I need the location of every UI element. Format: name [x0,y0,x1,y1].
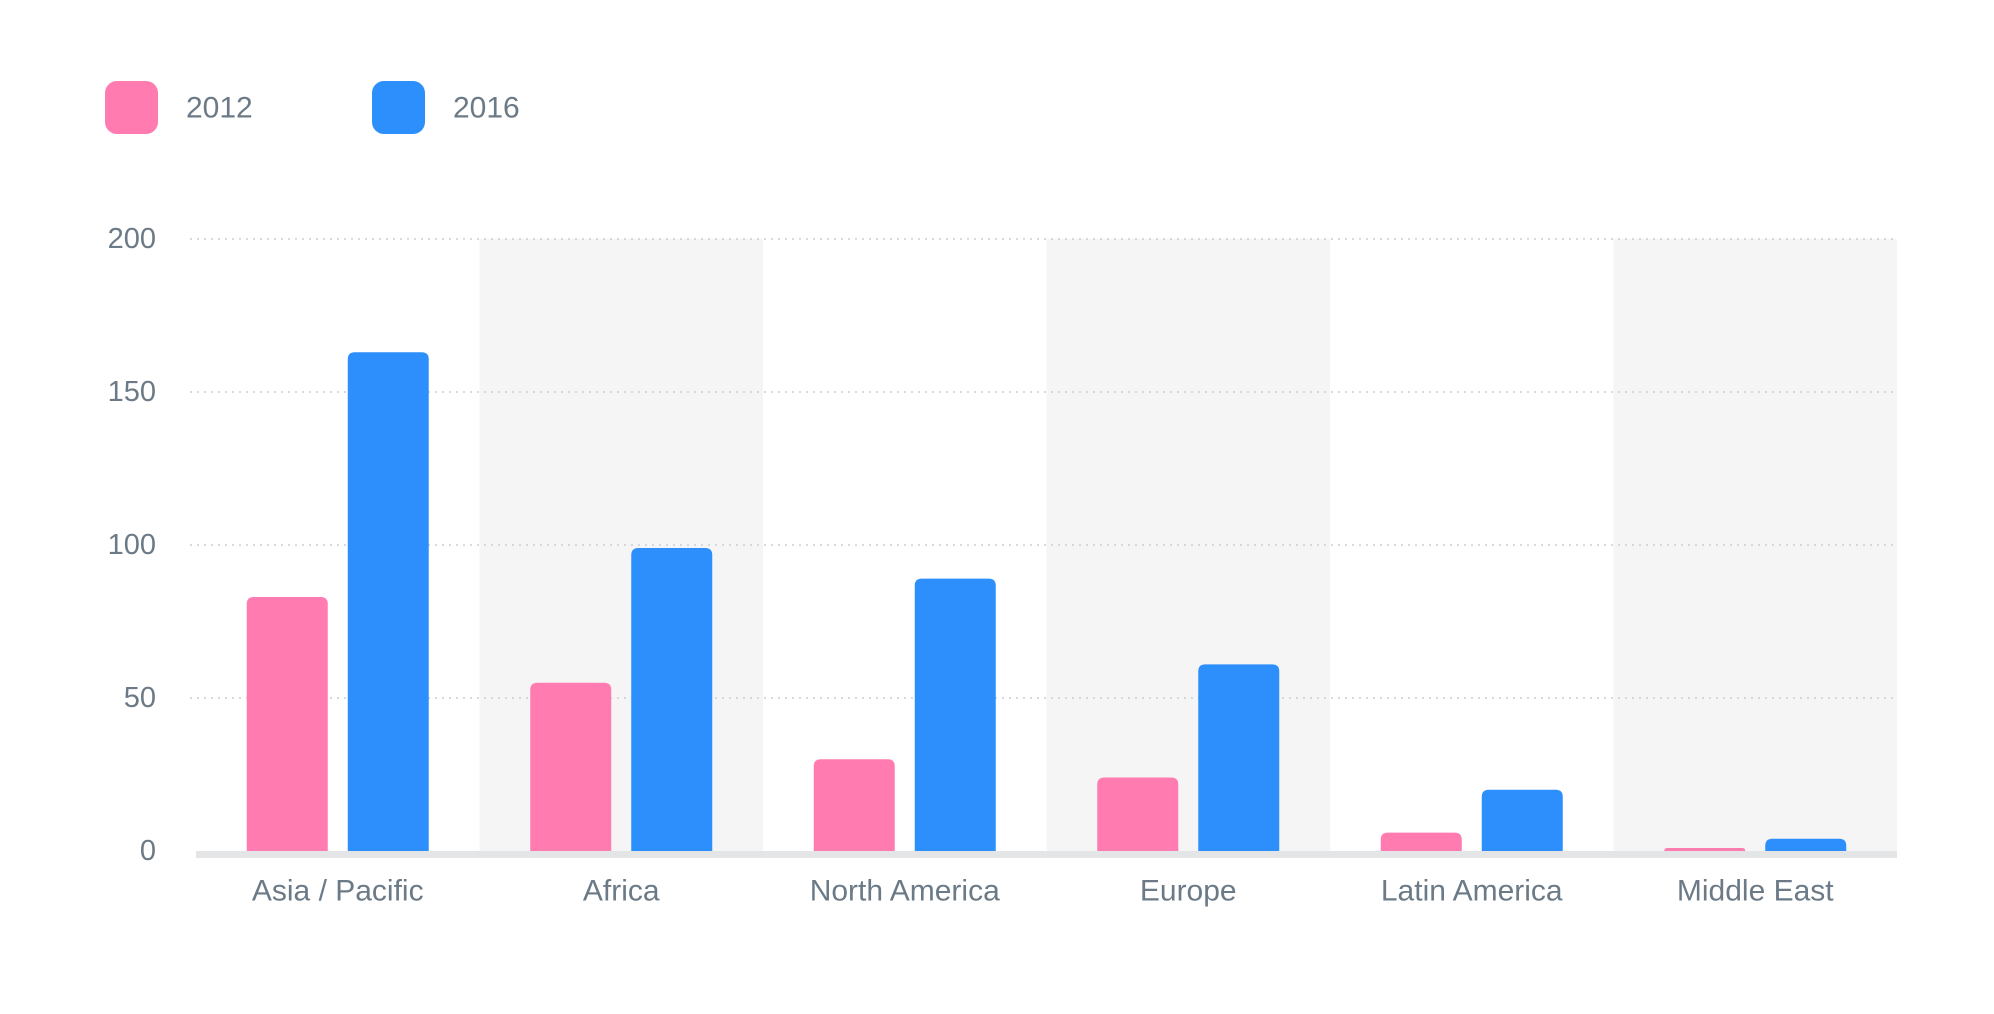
bar [1481,789,1563,851]
bar [347,352,429,851]
bar [1097,777,1179,851]
legend-label: 2016 [453,92,520,125]
category-band [1046,239,1330,851]
category-band [479,239,763,851]
y-tick-label: 150 [108,376,156,408]
bar [1198,664,1280,851]
x-category-label: Africa [583,875,660,908]
y-tick-label: 200 [108,223,156,255]
bar [631,548,713,851]
x-category-label: Asia / Pacific [252,875,424,908]
x-category-label: Latin America [1381,875,1563,908]
y-tick-label: 0 [140,835,156,867]
x-axis: Asia / Pacific Africa North America Europe L… [252,875,1834,908]
bar [1664,847,1746,851]
gridlines [190,238,1897,699]
x-category-label: North America [810,875,1000,908]
bar [530,682,612,851]
bar [246,597,328,851]
y-axis: 0 50 100 150 200 [108,223,156,867]
legend-swatch [372,81,425,134]
x-axis-baseline [196,851,1897,858]
y-tick-label: 100 [108,529,156,561]
category-band [1613,239,1897,851]
x-category-label: Middle East [1677,875,1834,908]
bar [1765,838,1847,851]
bar [813,759,895,851]
legend-swatch [105,81,158,134]
y-tick-label: 50 [124,682,156,714]
legend: 2012 2016 [105,81,520,134]
x-category-label: Europe [1140,875,1237,908]
bars [246,352,1847,851]
legend-label: 2012 [186,92,253,125]
bar [914,578,996,851]
bar [1380,832,1462,851]
